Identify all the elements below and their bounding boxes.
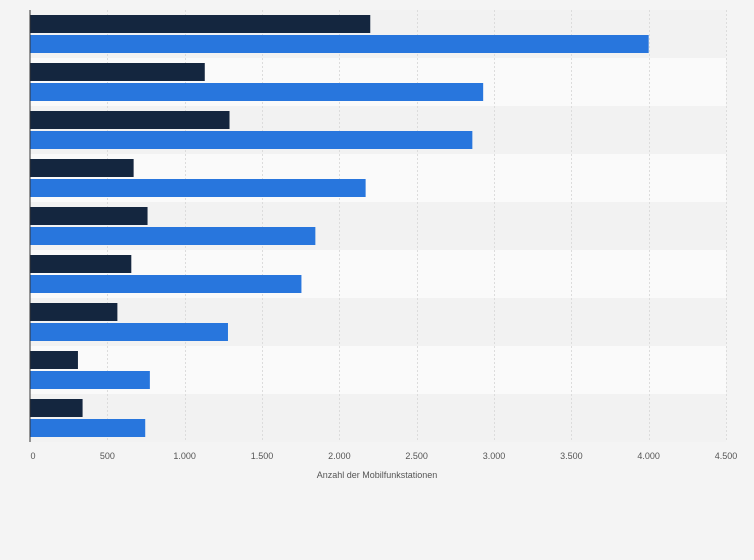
x-tick-label: 0 [30,451,35,461]
bar-series-2 [30,371,150,389]
bars [30,15,649,437]
bar-series-1 [30,351,78,369]
bar-series-2 [30,131,473,149]
bar-series-1 [30,15,371,33]
bar-series-2 [30,35,649,53]
x-tick-label: 2.000 [328,451,351,461]
row-band [30,394,726,442]
x-tick-label: 2.500 [405,451,428,461]
bar-series-2 [30,83,484,101]
x-tick-label: 1.500 [251,451,274,461]
bar-series-1 [30,255,132,273]
bar-series-2 [30,227,316,245]
bar-series-1 [30,111,230,129]
x-tick-label: 3.500 [560,451,583,461]
bar-series-1 [30,63,205,81]
bar-series-2 [30,179,366,197]
bar-series-2 [30,419,146,437]
bar-series-1 [30,207,148,225]
bar-series-1 [30,159,134,177]
bar-series-1 [30,399,83,417]
x-axis-label: Anzahl der Mobilfunkstationen [317,470,438,480]
x-tick-label: 4.000 [637,451,660,461]
x-tick-label: 4.500 [715,451,738,461]
x-tick-label: 3.000 [483,451,506,461]
gridlines [107,10,727,442]
bar-series-1 [30,303,118,321]
x-tick-label: 500 [100,451,115,461]
x-tick-label: 1.000 [173,451,196,461]
x-tick-labels: 0 500 1.000 1.500 2.000 2.500 3.000 3.500 4.000 4… [30,451,737,461]
bar-series-2 [30,323,228,341]
bar-series-2 [30,275,302,293]
